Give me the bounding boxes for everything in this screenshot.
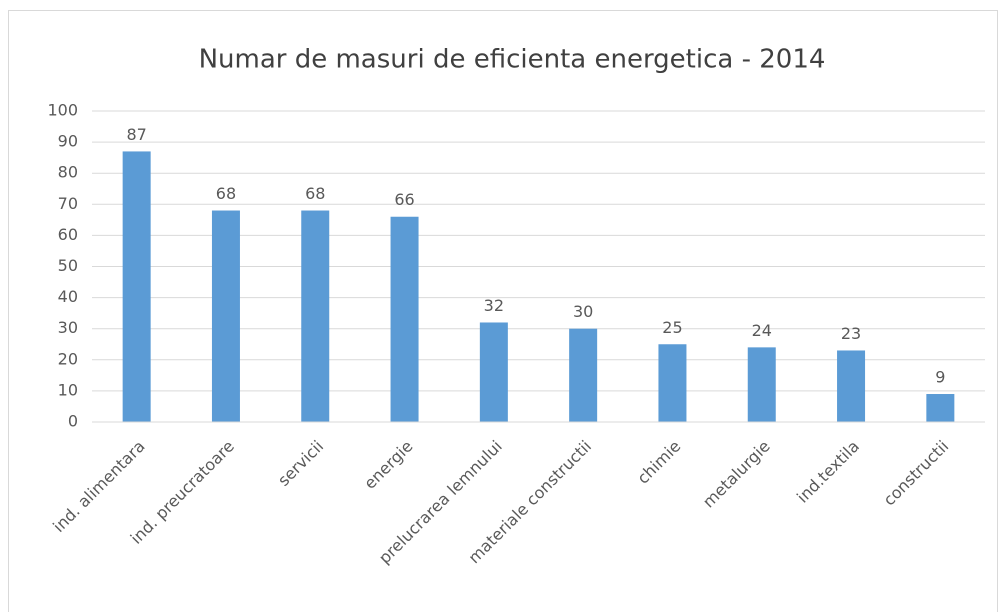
bar [479, 322, 508, 422]
bar [301, 210, 330, 422]
data-label: 24 [752, 321, 772, 340]
y-tick-label: 70 [58, 194, 78, 213]
y-tick-label: 40 [58, 287, 78, 306]
bar [122, 151, 151, 422]
y-tick-label: 20 [58, 349, 78, 368]
data-label: 30 [573, 302, 593, 321]
data-label: 68 [305, 184, 325, 203]
data-label: 25 [662, 318, 682, 337]
bar [569, 328, 598, 422]
y-tick-label: 90 [58, 132, 78, 151]
y-tick-label: 100 [47, 101, 78, 120]
data-label: 68 [216, 184, 236, 203]
y-tick-label: 10 [58, 380, 78, 399]
bar [211, 210, 240, 422]
chart-title: Numar de masuri de eficienta energetica … [199, 45, 826, 75]
data-label: 66 [394, 190, 414, 209]
bar [926, 394, 955, 422]
y-tick-label: 0 [68, 412, 78, 431]
bar [658, 344, 687, 422]
data-label: 9 [935, 368, 945, 387]
y-tick-label: 60 [58, 225, 78, 244]
data-label: 87 [126, 125, 146, 144]
data-label: 23 [841, 324, 861, 343]
y-tick-label: 80 [58, 163, 78, 182]
bar [747, 347, 776, 422]
bar [390, 216, 419, 422]
y-tick-label: 30 [58, 318, 78, 337]
y-tick-label: 50 [58, 256, 78, 275]
bar [837, 350, 866, 422]
data-label: 32 [484, 296, 504, 315]
